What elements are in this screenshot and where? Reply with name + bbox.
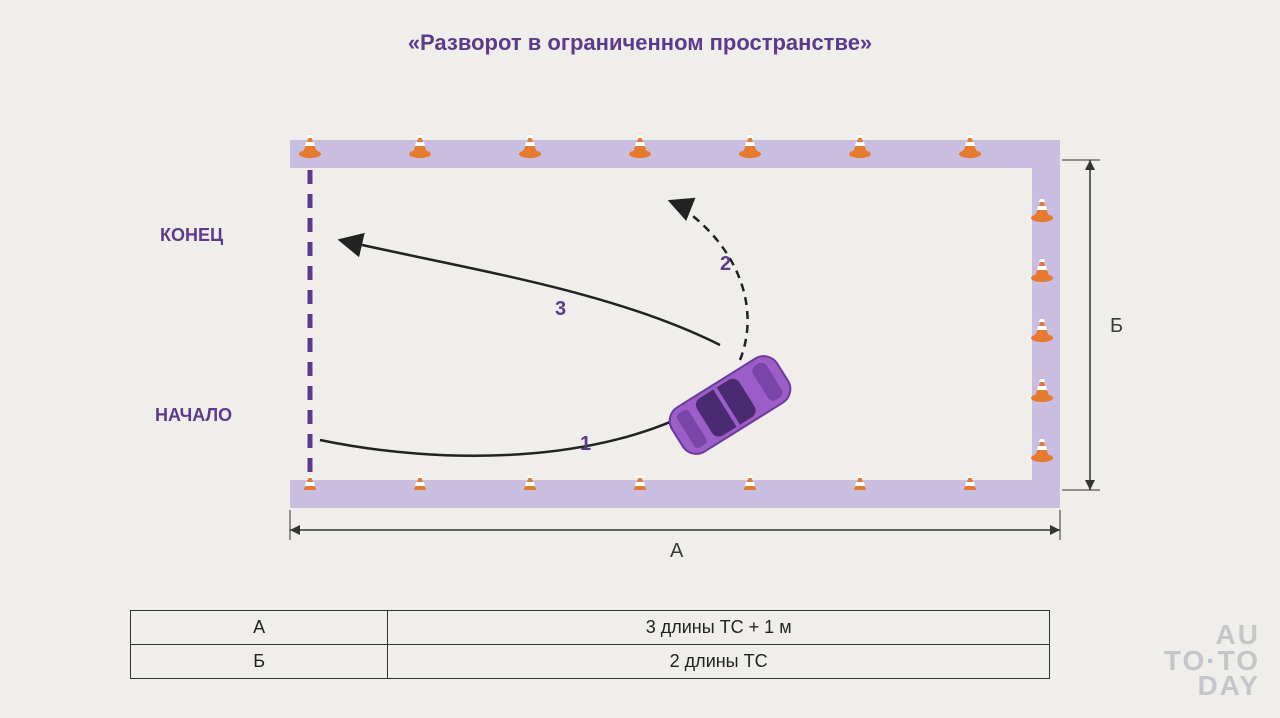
arrow-3: [340, 240, 720, 345]
watermark: AU TO·TO DAY: [1164, 622, 1260, 698]
car-icon: [664, 350, 797, 460]
dim-a: А: [670, 540, 683, 563]
step-3: 3: [555, 298, 566, 321]
cell-b-label: Б: [131, 645, 388, 679]
arrow-2-dashed: [685, 210, 748, 360]
page-title: «Разворот в ограниченном пространстве»: [0, 30, 1280, 56]
diagram: [290, 130, 1060, 490]
diagram-svg: [290, 130, 1060, 490]
dim-b: Б: [1110, 315, 1123, 338]
arrow-1: [320, 405, 705, 456]
label-start: НАЧАЛО: [155, 405, 232, 426]
cell-a-label: А: [131, 611, 388, 645]
cell-a-val: 3 длины ТС + 1 м: [388, 611, 1050, 645]
cell-b-val: 2 длины ТС: [388, 645, 1050, 679]
step-1: 1: [580, 433, 591, 456]
cones-right: [1031, 198, 1053, 462]
step-2: 2: [720, 253, 731, 276]
label-end: КОНЕЦ: [160, 225, 223, 246]
dimension-table: А 3 длины ТС + 1 м Б 2 длины ТС: [130, 610, 1050, 679]
cones-top: [299, 134, 981, 158]
arrow-2-head: [670, 201, 685, 210]
cones-bottom: [299, 474, 981, 490]
